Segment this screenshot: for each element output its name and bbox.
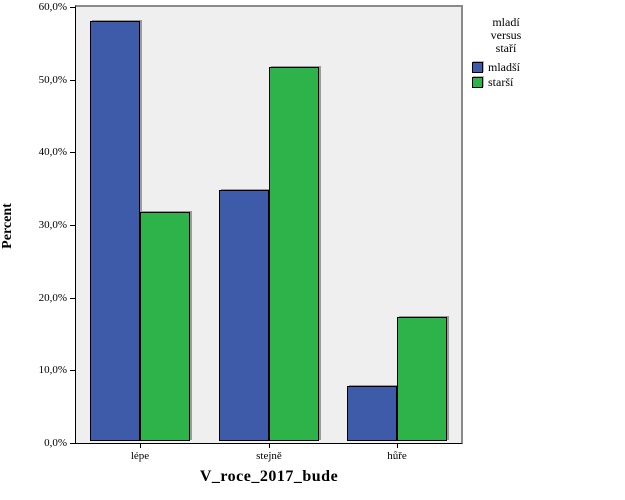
y-tick-label: 40,0%: [38, 146, 67, 158]
legend-title-line: versus: [490, 28, 522, 42]
x-tick-mark: [397, 443, 398, 448]
legend-entries: mladší starší: [468, 61, 578, 89]
x-axis-title: V_roce_2017_bude: [199, 468, 339, 485]
legend-entry-label: mladší: [488, 60, 520, 74]
y-tick-label: 60,0%: [38, 1, 67, 13]
x-tick-label: hůře: [387, 450, 407, 462]
legend-title: mladí versus staří: [468, 16, 544, 55]
y-tick-label: 20,0%: [38, 292, 67, 304]
y-tick-mark: [70, 298, 75, 299]
y-tick-label: 50,0%: [38, 74, 67, 86]
legend-title-line: mladí: [492, 15, 520, 29]
legend-swatch-icon: [472, 77, 483, 88]
legend-title-line: staří: [495, 41, 517, 55]
bar-starší-hůře: [397, 317, 447, 441]
x-tick-label: lépe: [130, 450, 150, 462]
x-tick-label: stejně: [256, 450, 282, 462]
y-tick-label: 10,0%: [38, 364, 67, 376]
legend-entry-label: starší: [488, 75, 514, 89]
x-tick-mark: [140, 443, 141, 448]
y-tick-mark: [70, 443, 75, 444]
legend-entry-starší: starší: [468, 76, 578, 89]
y-tick-mark: [70, 370, 75, 371]
bar-mladší-hůře: [347, 386, 397, 441]
bar-starší-lépe: [140, 212, 190, 441]
y-tick-mark: [70, 80, 75, 81]
legend: mladí versus staří mladší starší: [468, 16, 578, 91]
x-tick-mark: [269, 443, 270, 448]
y-tick-label: 30,0%: [38, 219, 67, 231]
legend-swatch-icon: [472, 62, 483, 73]
legend-entry-mladší: mladší: [468, 61, 578, 74]
y-tick-mark: [70, 152, 75, 153]
bar-starší-stejně: [269, 67, 319, 441]
y-tick-mark: [70, 7, 75, 8]
plot-area: [75, 5, 463, 444]
y-tick-label: 0,0%: [44, 437, 67, 449]
y-tick-mark: [70, 225, 75, 226]
bar-mladší-lépe: [90, 21, 140, 441]
bar-mladší-stejně: [219, 190, 269, 441]
